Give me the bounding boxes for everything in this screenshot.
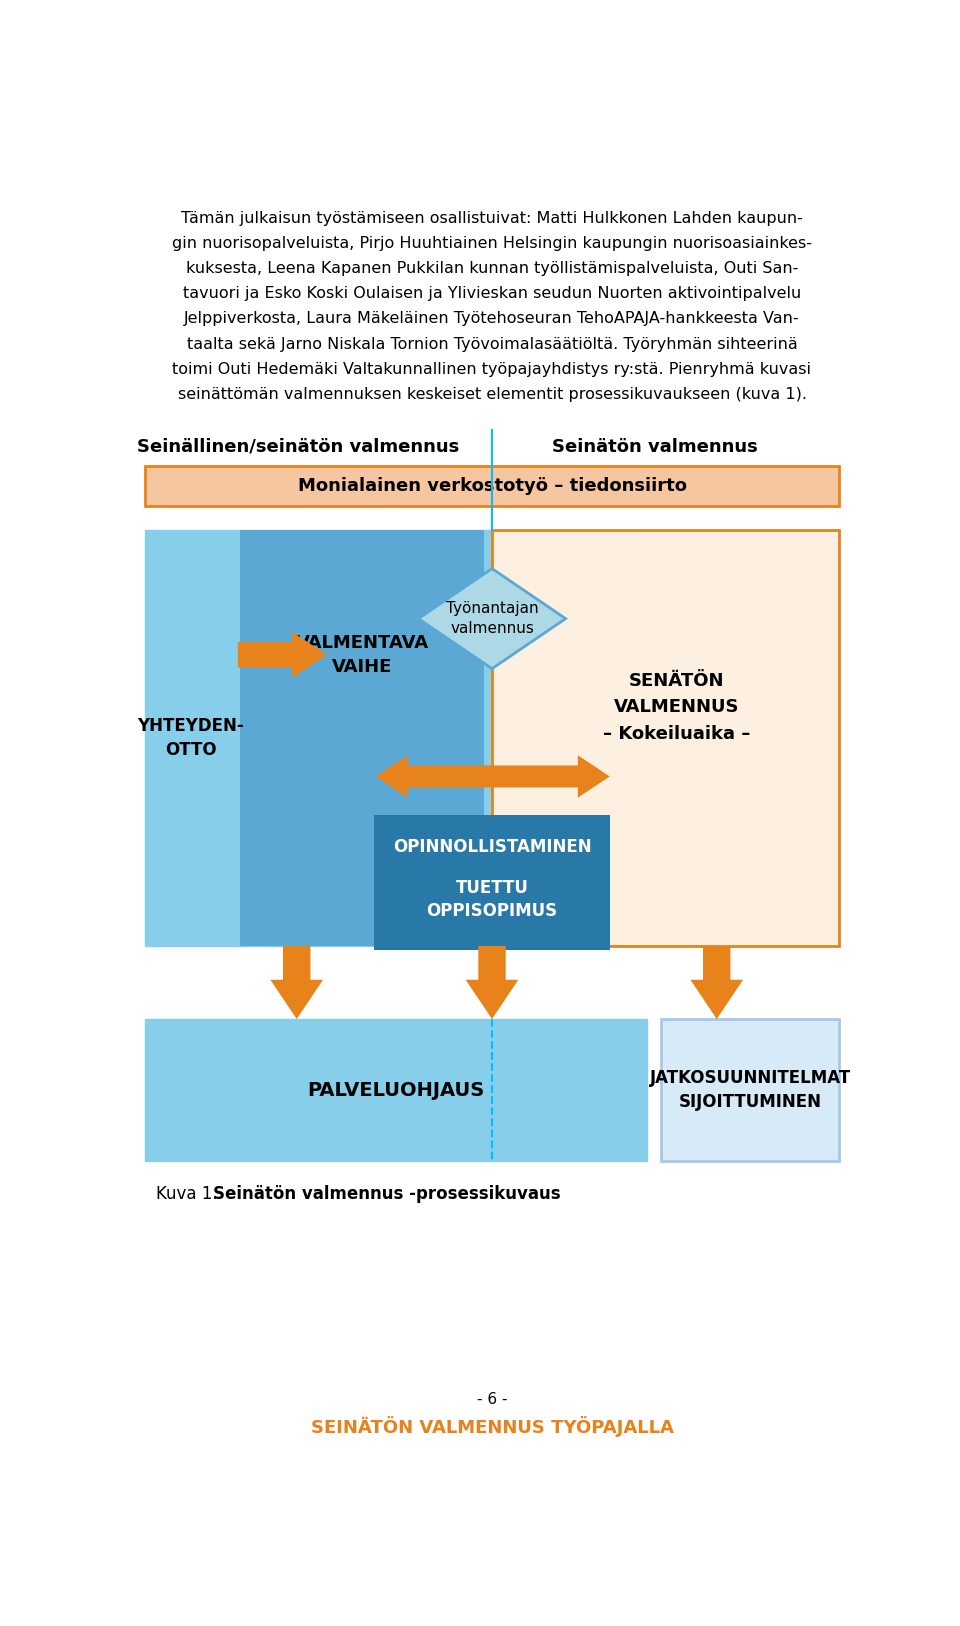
Bar bbox=[145, 530, 236, 946]
Text: YHTEYDEN-
OTTO: YHTEYDEN- OTTO bbox=[137, 717, 244, 759]
Text: Työnantajan
valmennus: Työnantajan valmennus bbox=[445, 602, 539, 636]
Text: PALVELUOHJAUS: PALVELUOHJAUS bbox=[307, 1081, 485, 1099]
Polygon shape bbox=[690, 946, 743, 1020]
Text: JATKOSUUNNITELMAT
SIJOITTUMINEN: JATKOSUUNNITELMAT SIJOITTUMINEN bbox=[650, 1070, 851, 1111]
Polygon shape bbox=[271, 946, 324, 1020]
Text: Monialainen verkostotyö – tiedonsiirto: Monialainen verkostotyö – tiedonsiirto bbox=[298, 476, 686, 496]
Text: OPINNOLLISTAMINEN: OPINNOLLISTAMINEN bbox=[393, 839, 591, 857]
Polygon shape bbox=[375, 756, 610, 798]
Text: TUETTU
OPPISOPIMUS: TUETTU OPPISOPIMUS bbox=[426, 880, 558, 920]
Polygon shape bbox=[419, 569, 565, 668]
Bar bbox=[145, 1020, 647, 1161]
Bar bbox=[492, 530, 839, 946]
Text: SEINÄTÖN VALMENNUS TYÖPAJALLA: SEINÄTÖN VALMENNUS TYÖPAJALLA bbox=[311, 1416, 673, 1436]
Bar bbox=[240, 530, 484, 946]
Text: - 6 -: - 6 - bbox=[477, 1392, 507, 1408]
Polygon shape bbox=[238, 633, 327, 678]
Bar bbox=[660, 1020, 839, 1161]
Text: Seinätön valmennus -prosessikuvaus: Seinätön valmennus -prosessikuvaus bbox=[213, 1185, 561, 1203]
Text: SENÄTÖN
VALMENNUS
– Kokeiluaika –: SENÄTÖN VALMENNUS – Kokeiluaika – bbox=[603, 672, 750, 743]
Bar bbox=[145, 530, 639, 946]
Text: Kuva 1.: Kuva 1. bbox=[156, 1185, 228, 1203]
Text: VALMENTAVA
VAIHE: VALMENTAVA VAIHE bbox=[296, 634, 429, 676]
Polygon shape bbox=[466, 946, 518, 1020]
Text: Tämän julkaisun työstämiseen osallistuivat: Matti Hulkkonen Lahden kaupun-
gin n: Tämän julkaisun työstämiseen osallistuiv… bbox=[172, 210, 812, 402]
Bar bbox=[145, 467, 839, 506]
Text: Seinätön valmennus: Seinätön valmennus bbox=[552, 437, 757, 455]
Text: Seinällinen/seinätön valmennus: Seinällinen/seinätön valmennus bbox=[137, 437, 460, 455]
Bar bbox=[374, 815, 610, 950]
